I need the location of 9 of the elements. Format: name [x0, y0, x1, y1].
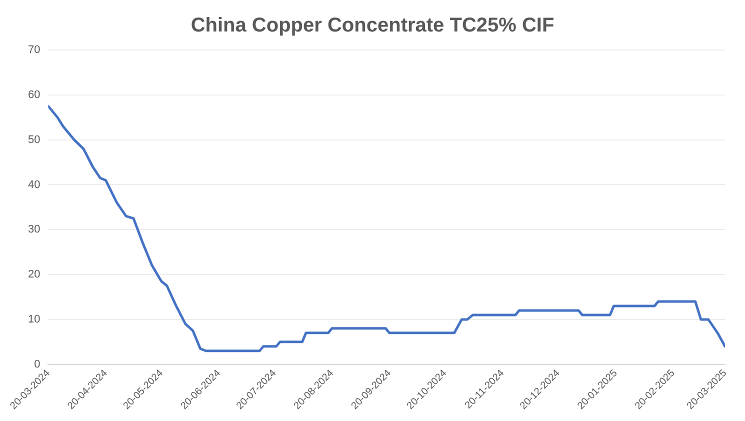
- y-tick-label: 20: [28, 268, 40, 281]
- y-tick-label: 40: [28, 178, 40, 191]
- y-tick-label: 60: [28, 88, 40, 101]
- y-tick-label: 50: [28, 134, 40, 146]
- y-tick-label: 10: [28, 313, 40, 326]
- y-tick-label: 0: [34, 358, 40, 370]
- chart-title: China Copper Concentrate TC25% CIF: [190, 14, 554, 37]
- y-tick-label: 30: [28, 224, 40, 236]
- y-tick-label: 70: [28, 44, 40, 56]
